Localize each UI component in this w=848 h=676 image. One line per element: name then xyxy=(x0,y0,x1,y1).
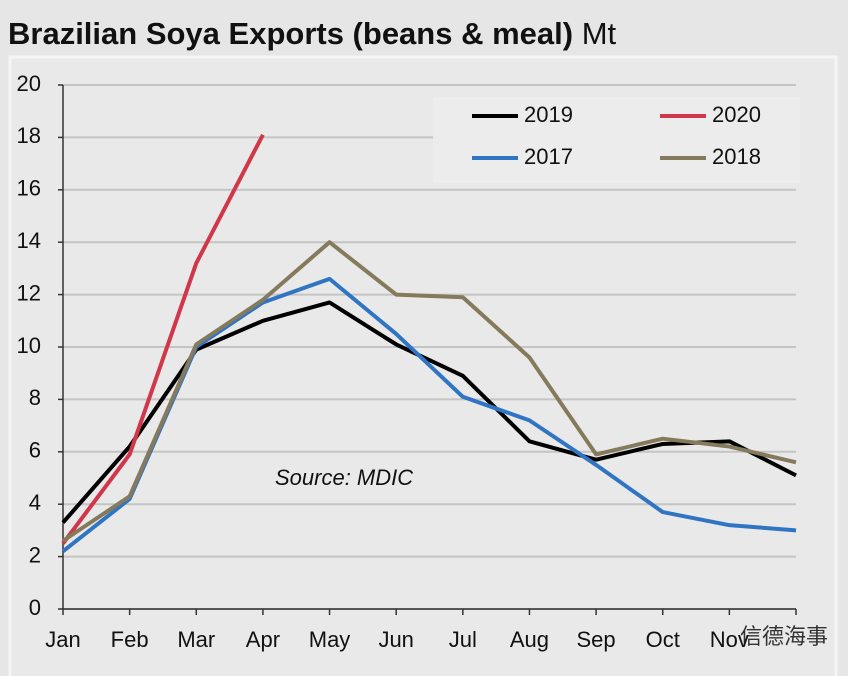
y-tick-label: 18 xyxy=(17,123,41,148)
y-tick-label: 12 xyxy=(17,280,41,305)
series-line xyxy=(61,240,797,543)
watermark: 信德海事 xyxy=(740,624,828,649)
x-tick-label: Jul xyxy=(449,627,477,652)
title-unit: Mt xyxy=(582,16,617,51)
legend-label: 2018 xyxy=(712,144,761,169)
x-tick-label: Feb xyxy=(111,627,149,652)
y-tick-label: 4 xyxy=(29,490,41,515)
y-tick-label: 10 xyxy=(17,333,41,358)
legend-box xyxy=(433,97,800,183)
series-line xyxy=(61,133,265,545)
x-tick-label: Aug xyxy=(510,627,549,652)
x-tick-label: Nov xyxy=(710,627,749,652)
title-main: Brazilian Soya Exports (beans & meal) xyxy=(8,16,573,51)
x-tick-label: Sep xyxy=(577,627,616,652)
x-tick-label: Oct xyxy=(646,627,680,652)
y-tick-label: 20 xyxy=(17,71,41,96)
y-tick-label: 8 xyxy=(29,385,41,410)
y-tick-label: 2 xyxy=(29,542,41,567)
x-tick-label: Jun xyxy=(378,627,413,652)
x-tick-label: Jan xyxy=(45,627,80,652)
chart-title: Brazilian Soya Exports (beans & meal) Mt xyxy=(8,16,617,51)
y-tick-label: 14 xyxy=(17,228,41,253)
y-tick-label: 6 xyxy=(29,438,41,463)
legend-label: 2019 xyxy=(524,102,573,127)
y-tick-label: 16 xyxy=(17,176,41,201)
annotation: Source: MDIC xyxy=(275,465,413,490)
x-tick-label: Apr xyxy=(246,627,280,652)
x-tick-label: Mar xyxy=(177,627,215,652)
legend-label: 2020 xyxy=(712,102,761,127)
legend-label: 2017 xyxy=(524,144,573,169)
y-tick-label: 0 xyxy=(29,595,41,620)
x-tick-label: May xyxy=(309,627,351,652)
